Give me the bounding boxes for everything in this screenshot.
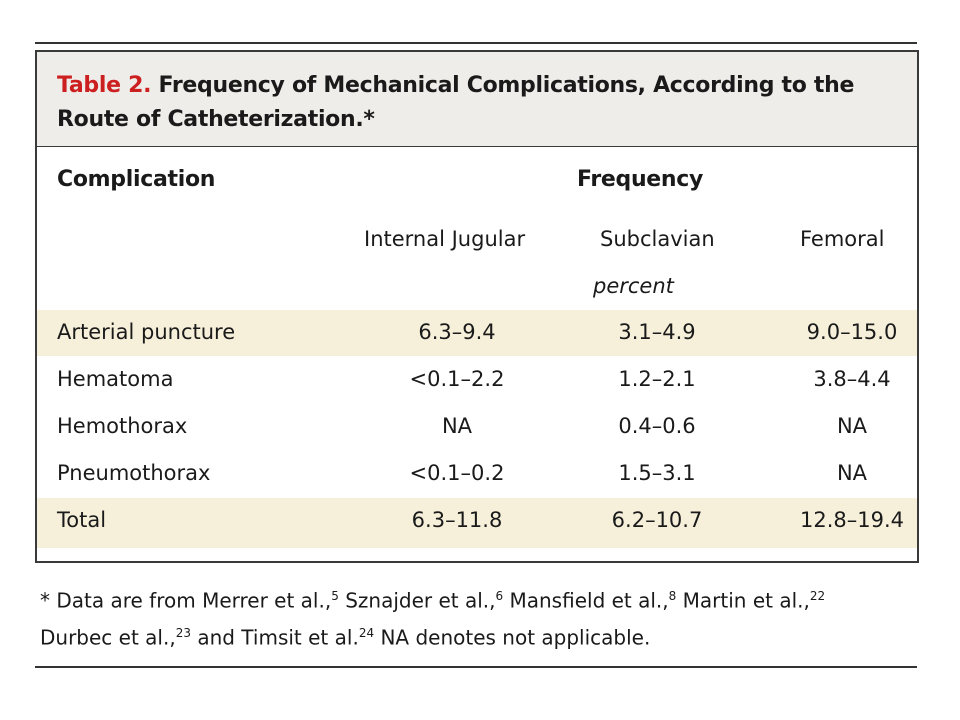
cell-subclavian: 6.2–10.7 [611,508,703,532]
cell-internal-jugular: <0.1–0.2 [409,461,505,485]
cell-subclavian: 3.1–4.9 [618,320,696,344]
table-title-band: Table 2. Frequency of Mechanical Complic… [37,52,917,147]
row-label: Arterial puncture [57,320,236,344]
cell-internal-jugular: 6.3–9.4 [418,320,496,344]
cell-femoral: 12.8–19.4 [799,508,904,532]
cell-femoral: NA [836,414,868,438]
footnote-text-6: and Timsit et al. [190,625,359,650]
footnote-ref: 24 [358,625,375,640]
cell-subclavian: 0.4–0.6 [618,414,696,438]
footnote-ref: 22 [809,589,826,603]
footnote-ref: 6 [495,589,504,603]
header-frequency: Frequency [577,167,704,192]
table-row-hematoma: Hematoma <0.1–2.2 1.2–2.1 3.8–4.4 [37,357,917,403]
cell-internal-jugular: 6.3–11.8 [411,508,503,532]
footnote-text-2: Sznajder et al., [338,588,496,613]
cell-internal-jugular: NA [441,414,473,438]
column-header-internal-jugular: Internal Jugular [364,227,526,251]
cell-femoral: 3.8–4.4 [813,367,891,391]
table-row-arterial-puncture: Arterial puncture 6.3–9.4 3.1–4.9 9.0–15… [37,310,917,356]
top-rule [35,42,917,44]
table-container: Table 2. Frequency of Mechanical Complic… [35,50,919,563]
footnote-text-5: Durbec et al., [40,625,176,650]
footnote-text-3: Mansfield et al., [503,588,669,613]
footnote-text-4: Martin et al., [676,588,810,613]
row-label: Hematoma [57,367,174,391]
row-label: Hemothorax [57,414,188,438]
row-label: Pneumothorax [57,461,211,485]
footnote-ref: 23 [175,625,191,640]
cell-internal-jugular: <0.1–2.2 [409,367,505,391]
footnote-ref: 5 [331,589,339,603]
table-row-pneumothorax: Pneumothorax <0.1–0.2 1.5–3.1 NA [37,451,917,497]
table-title-text: Frequency of Mechanical Complications, A… [57,73,855,132]
header-complication: Complication [57,167,216,192]
footnote-ref: 8 [668,589,677,603]
footnote-marker: * [40,588,50,613]
footnote-text-1: Data are from Merrer et al., [50,588,332,613]
column-header-femoral: Femoral [800,227,885,251]
title-footnote-marker: * [363,107,375,132]
cell-subclavian: 1.2–2.1 [618,367,696,391]
table-footnote: * Data are from Merrer et al.,5 Sznajder… [40,580,910,653]
column-header-subclavian: Subclavian [600,227,715,251]
unit-label: percent [593,274,674,298]
table-title: Table 2. Frequency of Mechanical Complic… [57,69,897,137]
table-row-total: Total 6.3–11.8 6.2–10.7 12.8–19.4 [37,498,917,548]
table-label: Table 2. [57,73,152,98]
cell-femoral: NA [836,461,868,485]
row-label: Total [57,508,107,532]
footnote-tail: NA denotes not applicable. [374,625,651,650]
cell-subclavian: 1.5–3.1 [618,461,696,485]
table-row-hemothorax: Hemothorax NA 0.4–0.6 NA [37,404,917,450]
cell-femoral: 9.0–15.0 [806,320,898,344]
bottom-rule [35,666,917,668]
